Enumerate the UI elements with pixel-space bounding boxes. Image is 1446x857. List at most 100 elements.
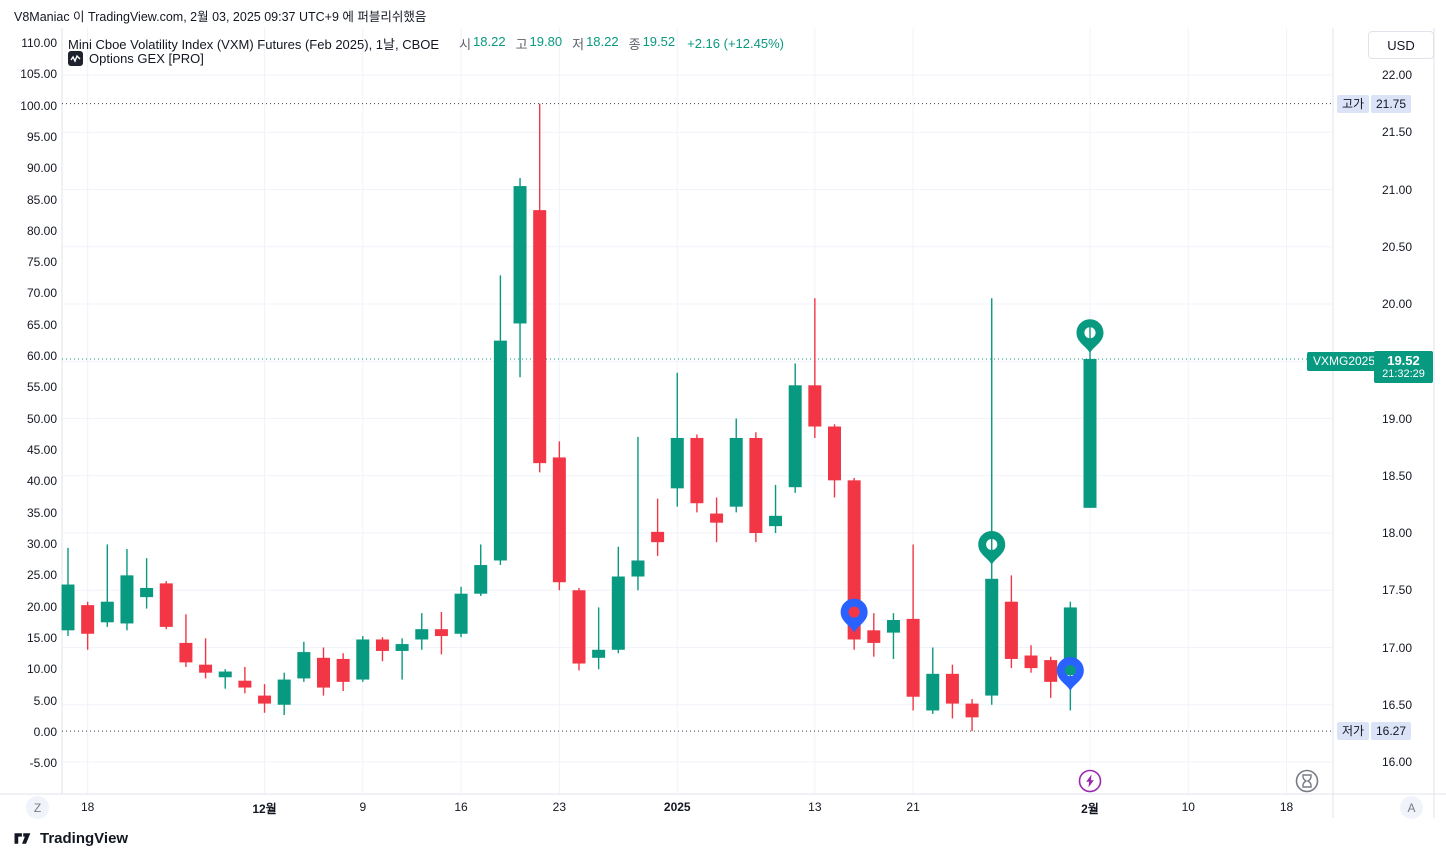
- open-value: 18.22: [473, 34, 506, 49]
- candle-body: [1004, 601, 1018, 659]
- candle-body: [277, 679, 291, 705]
- candle: [1024, 645, 1038, 673]
- close-value: 19.52: [642, 34, 676, 49]
- right-scale-label: 22.00: [1381, 68, 1412, 82]
- high-value: 19.80: [529, 34, 563, 49]
- pin-marker-blue-jan15[interactable]: [840, 598, 868, 633]
- candle-body: [552, 457, 566, 583]
- right-scale-label: 18.00: [1381, 526, 1412, 540]
- left-scale-label: 105.00: [20, 67, 57, 82]
- candle-body: [238, 680, 252, 688]
- right-scale-label: 17.50: [1381, 583, 1412, 598]
- candle: [159, 581, 173, 630]
- candle: [867, 613, 881, 657]
- candle: [985, 298, 999, 705]
- low-value: 18.22: [586, 34, 619, 49]
- pin-marker-blue-jan31[interactable]: [1056, 657, 1084, 692]
- candle: [572, 587, 586, 671]
- left-scale-label: -5.00: [29, 756, 57, 771]
- candle-body: [926, 673, 940, 711]
- candle: [808, 298, 822, 438]
- high-label: 고: [515, 37, 528, 52]
- tradingview-brand-text: TradingView: [40, 830, 129, 847]
- candle: [670, 372, 684, 507]
- indicator-legend: Options GEX [PRO]: [68, 51, 204, 66]
- candle-body: [965, 703, 979, 718]
- candle: [199, 638, 213, 679]
- right-scale-label: 21.00: [1381, 182, 1412, 197]
- candle-body: [867, 630, 881, 643]
- candle-body: [375, 639, 389, 651]
- candle-body: [316, 657, 330, 688]
- symbol-legend: Mini Cboe Volatility Index (VXM) Futures…: [68, 34, 784, 53]
- candle: [375, 637, 389, 662]
- candle-body: [631, 560, 645, 577]
- hourglass-icon[interactable]: [1295, 769, 1319, 793]
- lightning-icon[interactable]: [1078, 769, 1102, 793]
- candle: [926, 647, 940, 714]
- left-scale-label: 90.00: [26, 161, 57, 176]
- time-scale-label: 12월: [252, 802, 277, 816]
- candle-body: [199, 664, 213, 673]
- candle-body: [769, 515, 783, 527]
- candle: [827, 424, 841, 498]
- candle: [1063, 601, 1077, 711]
- pin-marker-green-jan27[interactable]: [978, 531, 1006, 566]
- candle: [218, 669, 232, 689]
- candle-body: [788, 385, 802, 488]
- candle-body: [1044, 660, 1058, 682]
- left-scale-label: 110.00: [21, 36, 57, 50]
- time-scale-label: 13: [808, 800, 822, 814]
- axis-mode-button[interactable]: A: [1400, 796, 1423, 819]
- last-price-value: 19.52: [1387, 352, 1420, 368]
- time-scale-label: 18: [80, 800, 95, 814]
- left-scale-label: 80.00: [26, 223, 57, 238]
- bar-countdown: 21:32:29: [1382, 367, 1425, 380]
- candle: [454, 586, 468, 638]
- candle: [100, 544, 114, 627]
- currency-button[interactable]: USD: [1368, 31, 1434, 59]
- right-scale-label: 17.00: [1381, 640, 1412, 655]
- left-scale-label: 55.00: [26, 380, 57, 395]
- candle: [297, 641, 311, 682]
- candle-body: [454, 593, 468, 634]
- pin-marker-green-feb3[interactable]: [1076, 319, 1104, 354]
- candle-body: [592, 649, 606, 658]
- candle: [61, 547, 75, 637]
- left-scale-label: 70.00: [26, 286, 57, 301]
- candle: [336, 653, 350, 692]
- candle: [258, 684, 272, 713]
- left-scale-label: 5.00: [33, 693, 57, 708]
- right-scale-label: 18.50: [1381, 468, 1412, 483]
- candle-body: [258, 695, 272, 704]
- left-scale-label: 25.00: [26, 568, 57, 583]
- candle: [415, 613, 429, 650]
- tradingview-footer[interactable]: TradingView: [14, 830, 128, 847]
- candle: [356, 636, 370, 682]
- timezone-button[interactable]: Z: [26, 796, 49, 819]
- candle-body: [808, 385, 822, 427]
- time-scale-label: 10: [1181, 800, 1195, 814]
- left-scale-label: 75.00: [26, 255, 57, 270]
- time-scale-label: 18: [1279, 800, 1294, 814]
- time-scale-label: 9: [359, 800, 367, 814]
- low-price-value-chip: 16.27: [1371, 722, 1412, 741]
- candle: [474, 544, 488, 596]
- candle-body: [886, 620, 900, 633]
- candle-body: [710, 513, 724, 523]
- left-scale-label: 60.00: [26, 349, 57, 364]
- left-scale-label: 40.00: [26, 474, 57, 489]
- candle: [749, 432, 763, 543]
- hourglass-glyph: [1302, 774, 1312, 788]
- candle-body: [513, 186, 527, 324]
- candle: [729, 418, 743, 513]
- low-price-label-chip: 저가: [1337, 722, 1370, 741]
- candle-body: [336, 658, 350, 682]
- candle-body: [611, 576, 625, 650]
- candle-body: [827, 426, 841, 481]
- candle-body: [218, 671, 232, 678]
- indicator-title: Options GEX [PRO]: [89, 51, 204, 66]
- candle: [120, 549, 134, 631]
